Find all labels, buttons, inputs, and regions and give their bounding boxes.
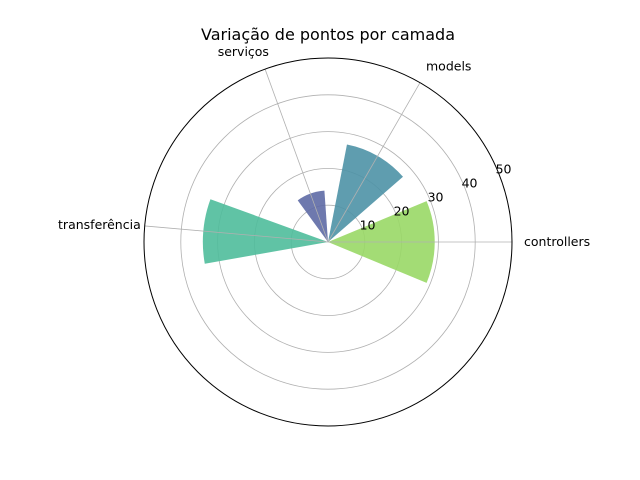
- spoke-models: [327, 82, 421, 243]
- category-labels: controllers models serviços transferência: [58, 44, 590, 249]
- category-spokes: [144, 68, 512, 243]
- polar-frame: [143, 57, 513, 427]
- category-label-controllers: controllers: [524, 234, 590, 249]
- bar-transferência: [202, 199, 328, 264]
- category-label-transferência: transferência: [58, 217, 141, 232]
- radial-tick-labels: 10 20 30 40 50: [360, 161, 512, 232]
- category-label-serviços: serviços: [218, 44, 269, 59]
- r-tick-label-30: 30: [428, 189, 444, 204]
- r-tick-label-40: 40: [462, 175, 478, 190]
- bar-models: [328, 144, 403, 242]
- spoke-transferência: [144, 225, 329, 243]
- chart-title: Variação de pontos por camada: [201, 25, 455, 44]
- bar-serviços: [297, 190, 328, 242]
- r-tick-label-10: 10: [360, 218, 376, 233]
- category-label-models: models: [426, 58, 471, 73]
- r-tick-label-50: 50: [496, 161, 512, 176]
- r-tick-label-20: 20: [394, 204, 410, 219]
- spoke-serviços: [264, 68, 329, 243]
